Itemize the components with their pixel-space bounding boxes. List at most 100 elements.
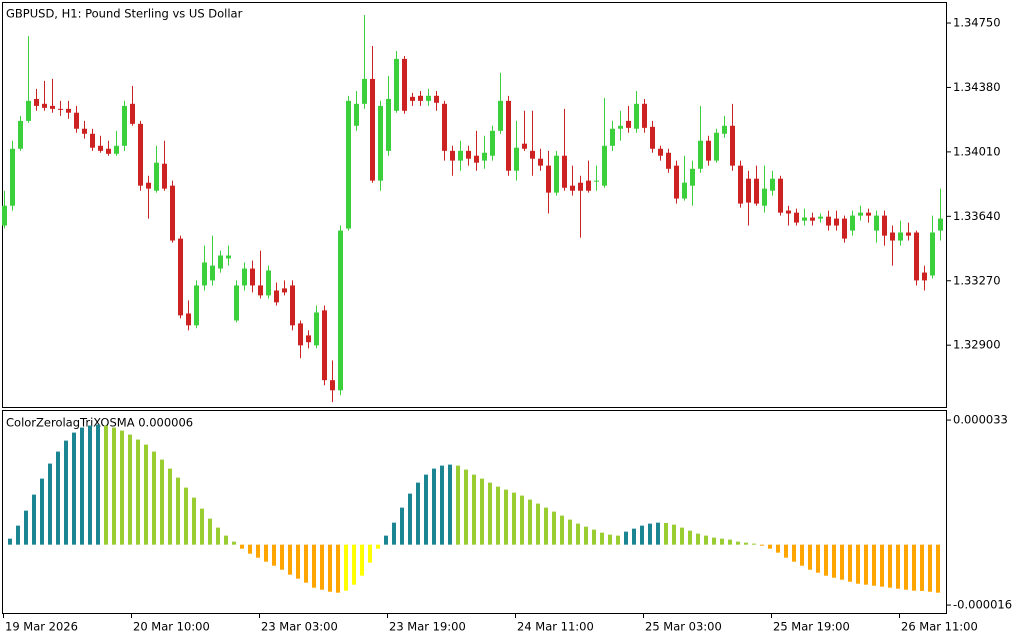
candle-body	[906, 232, 911, 236]
candle-body	[674, 165, 679, 199]
y-tick-label: 1.34380	[953, 80, 1001, 94]
histogram-bar	[768, 544, 772, 549]
candle-body	[826, 216, 831, 226]
histogram-bar	[824, 544, 828, 576]
candle-body	[66, 108, 71, 113]
candle-body	[802, 217, 807, 221]
histogram-bar	[832, 544, 836, 578]
histogram-bar	[776, 544, 780, 553]
histogram-bar	[176, 477, 180, 545]
candle-body	[834, 218, 839, 226]
histogram-bar	[288, 544, 292, 575]
histogram-bar	[752, 543, 756, 545]
histogram-bar	[560, 515, 564, 545]
histogram-bar	[760, 544, 764, 546]
candle-body	[922, 272, 927, 281]
histogram-bar	[320, 544, 324, 590]
candle-body	[698, 140, 703, 169]
candle-body	[554, 155, 559, 193]
histogram-bar	[728, 539, 732, 545]
chart-title: GBPUSD, H1: Pound Sterling vs US Dollar	[6, 7, 243, 21]
candle-body	[250, 268, 255, 286]
histogram-bar	[712, 537, 716, 545]
candle-body	[626, 120, 631, 128]
candle-body	[458, 150, 463, 161]
x-tick-label: 25 Mar 19:00	[773, 620, 850, 634]
candle-body	[10, 148, 15, 206]
histogram-bar	[680, 527, 684, 545]
histogram-bar	[128, 434, 132, 545]
histogram-bar	[816, 544, 820, 573]
histogram-bar	[24, 510, 28, 545]
candle-body	[818, 216, 823, 219]
histogram-bar	[352, 544, 356, 585]
candle-body	[874, 215, 879, 231]
histogram-bar	[144, 444, 148, 545]
histogram-bar	[384, 535, 388, 545]
candle-body	[234, 285, 239, 321]
histogram-bar	[192, 497, 196, 545]
histogram-bar	[640, 525, 644, 545]
candle-body	[666, 152, 671, 169]
histogram-bar	[496, 486, 500, 545]
histogram-bar	[744, 542, 748, 545]
candle-body	[170, 185, 175, 241]
y-tick-label: 1.33270	[953, 273, 1001, 287]
histogram-bar	[296, 544, 300, 579]
histogram-bar	[240, 544, 244, 549]
histogram-bar	[456, 465, 460, 545]
histogram-bar	[64, 440, 68, 545]
candle-body	[338, 230, 343, 391]
x-tick-label: 23 Mar 03:00	[261, 620, 338, 634]
x-tick-label: 25 Mar 03:00	[645, 620, 722, 634]
candle-body	[522, 143, 527, 149]
candle-body	[754, 178, 759, 204]
candle-body	[706, 140, 711, 161]
candle-body	[162, 163, 167, 189]
histogram-bar	[200, 508, 204, 545]
histogram-bar	[160, 459, 164, 545]
histogram-bar	[888, 544, 892, 588]
candle-body	[738, 165, 743, 204]
candle-body	[122, 105, 127, 146]
histogram-bar	[72, 432, 76, 545]
candle-body	[530, 150, 535, 159]
candle-body	[562, 155, 567, 188]
histogram-bar	[664, 522, 668, 545]
histogram-bar	[8, 538, 12, 545]
histogram-bar	[256, 544, 260, 558]
candle-body	[546, 165, 551, 193]
candle-body	[114, 145, 119, 154]
candle-body	[810, 217, 815, 221]
histogram-bar	[432, 468, 436, 545]
histogram-bar	[120, 430, 124, 545]
candle-body	[618, 125, 623, 129]
candle-body	[178, 238, 183, 316]
candle-body	[634, 103, 639, 129]
histogram-bar	[328, 544, 332, 592]
histogram-bar	[856, 544, 860, 584]
histogram-bar	[248, 544, 252, 554]
candle-body	[570, 185, 575, 191]
y-tick-label: 1.32900	[953, 338, 1001, 352]
candle-body	[314, 312, 319, 346]
histogram-bar	[936, 544, 940, 593]
candle-body	[130, 103, 135, 124]
candle-body	[610, 128, 615, 146]
candle-body	[794, 212, 799, 223]
histogram-bar	[48, 463, 52, 545]
histogram-bar	[312, 544, 316, 588]
candle-body	[226, 255, 231, 259]
histogram-bar	[272, 544, 276, 566]
candle-body	[418, 95, 423, 101]
histogram-bar	[344, 544, 348, 591]
candle-body	[146, 182, 151, 189]
candle-body	[578, 182, 583, 191]
candle-body	[50, 105, 55, 109]
candle-body	[90, 133, 95, 148]
candle-body	[74, 112, 79, 129]
candle-body	[730, 125, 735, 166]
candle-body	[450, 150, 455, 161]
candle-body	[18, 120, 23, 149]
histogram-bar	[368, 544, 372, 563]
